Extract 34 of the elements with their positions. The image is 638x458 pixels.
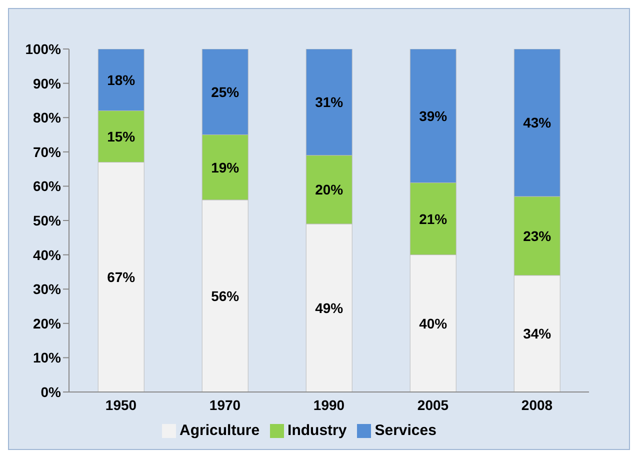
data-label: 15%	[107, 128, 136, 144]
x-tick-label: 1950	[105, 396, 137, 413]
y-tick-label: 20%	[32, 315, 62, 332]
data-label: 23%	[523, 228, 552, 244]
x-tick-label: 1970	[209, 396, 241, 413]
x-tick-label: 2005	[417, 396, 449, 413]
data-label: 25%	[211, 84, 240, 100]
y-tick-label: 90%	[32, 75, 62, 92]
legend-label: Services	[374, 422, 436, 439]
data-label: 18%	[107, 72, 136, 88]
data-label: 49%	[315, 300, 344, 316]
y-tick-label: 40%	[32, 246, 62, 263]
x-tick-label: 1990	[313, 396, 345, 413]
data-label: 31%	[315, 94, 344, 110]
y-tick-label: 10%	[32, 350, 62, 366]
x-tick-label: 2008	[521, 396, 553, 413]
y-tick-label: 80%	[32, 110, 62, 126]
data-label: 19%	[211, 159, 240, 176]
legend-label: Industry	[288, 422, 347, 439]
data-label: 67%	[107, 269, 136, 286]
data-label: 39%	[419, 108, 448, 124]
data-label: 40%	[419, 315, 448, 332]
data-label: 43%	[523, 114, 552, 131]
y-tick-label: 70%	[32, 144, 62, 160]
legend-label: Agriculture	[180, 422, 260, 439]
data-label: 20%	[315, 182, 344, 198]
data-label: 21%	[419, 210, 448, 227]
y-tick-label: 100%	[25, 40, 62, 57]
y-tick-label: 0%	[40, 384, 62, 400]
y-tick-label: 30%	[32, 281, 62, 298]
data-label: 34%	[523, 326, 552, 342]
data-label: 56%	[211, 288, 240, 304]
y-tick-label: 50%	[32, 212, 62, 228]
y-tick-label: 60%	[32, 178, 62, 194]
